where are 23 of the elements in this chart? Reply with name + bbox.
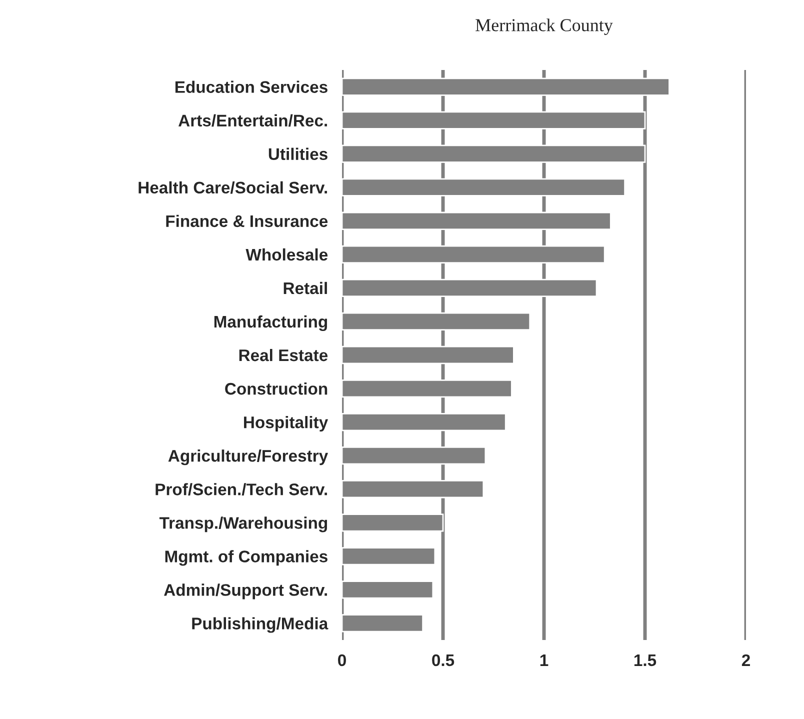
y-tick-label: Hospitality [244, 416, 328, 432]
y-tick-label: Health Care/Social Serv. [138, 181, 327, 194]
y-tick-label: Arts/Entertain/Rec. [178, 114, 327, 127]
y-tick-label: Manufacturing [214, 315, 328, 332]
x-tick-label: 0.5 [432, 654, 454, 666]
y-tick-label: Real Estate [239, 348, 328, 362]
x-tick-label: 1.5 [634, 654, 656, 666]
y-tick-label: Prof/Scien./Tech Serv. [156, 483, 327, 496]
y-tick-label: Education Services [175, 80, 328, 93]
chart-title: Merrimack County [476, 18, 613, 36]
x-tick-label: 1 [540, 654, 548, 666]
y-tick-label: Publishing/Media [192, 617, 328, 633]
y-tick-label: Agriculture/Forestry [168, 450, 328, 466]
y-tick-label: Construction [225, 382, 328, 395]
y-tick-label: Finance & Insurance [166, 214, 328, 228]
x-tick-label: 2 [742, 654, 750, 666]
y-tick-label: Retail [284, 282, 327, 294]
y-tick-label: Transp./Warehousing [159, 516, 328, 532]
y-tick-label: Wholesale [246, 248, 328, 261]
y-tick-label: Mgmt. of Companies [165, 550, 328, 566]
y-tick-label: Admin/Support Serv. [164, 584, 327, 600]
y-tick-label: Utilities [268, 148, 328, 160]
x-tick-label: 0 [338, 654, 346, 666]
